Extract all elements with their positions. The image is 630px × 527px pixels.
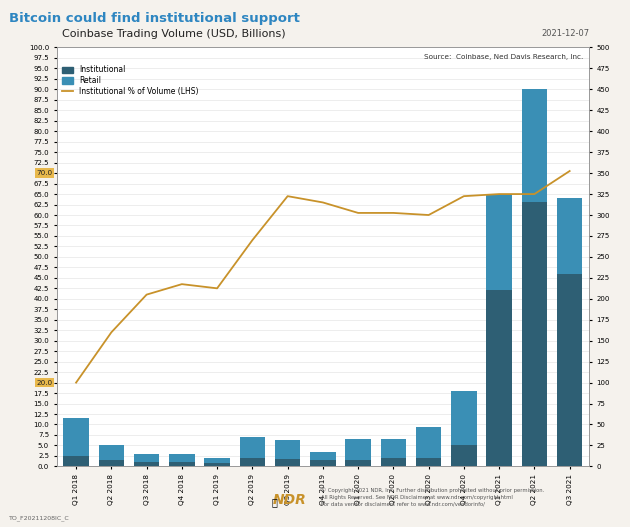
Bar (239, 458, 265, 466)
Bar (310, 452, 336, 460)
Bar (99, 445, 124, 460)
Bar (451, 391, 476, 445)
Bar (522, 89, 547, 202)
Text: Bitcoin could find institutional support: Bitcoin could find institutional support (9, 12, 301, 25)
Text: 2021-12-07: 2021-12-07 (541, 28, 589, 37)
Text: Coinbase Trading Volume (USD, Billions): Coinbase Trading Volume (USD, Billions) (62, 28, 285, 38)
Text: NDR: NDR (273, 493, 307, 507)
Bar (204, 463, 230, 466)
Bar (134, 462, 159, 466)
Bar (169, 454, 195, 462)
Bar (557, 274, 582, 466)
Bar (239, 437, 265, 458)
Text: 70.0: 70.0 (37, 170, 52, 176)
Bar (275, 459, 301, 466)
Text: © Copyright 2021 NDR, Inc. Further distribution prohibited without prior permiss: © Copyright 2021 NDR, Inc. Further distr… (321, 487, 544, 507)
Bar (557, 198, 582, 274)
Bar (381, 458, 406, 466)
Bar (64, 418, 89, 456)
Bar (64, 456, 89, 466)
Bar (451, 445, 476, 466)
Text: 20.0: 20.0 (37, 379, 52, 386)
Bar (416, 458, 442, 466)
Bar (310, 460, 336, 466)
Text: 🦅: 🦅 (271, 497, 277, 507)
Bar (134, 454, 159, 462)
Bar (204, 458, 230, 463)
Bar (522, 202, 547, 466)
Text: Source:  Coinbase, Ned Davis Research, Inc.: Source: Coinbase, Ned Davis Research, In… (425, 54, 584, 60)
Legend: Institutional, Retail, Institutional % of Volume (LHS): Institutional, Retail, Institutional % o… (60, 64, 200, 97)
Bar (381, 439, 406, 458)
Bar (345, 439, 371, 460)
Bar (169, 462, 195, 466)
Bar (99, 460, 124, 466)
Bar (345, 460, 371, 466)
Bar (486, 290, 512, 466)
Bar (275, 440, 301, 459)
Bar (486, 194, 512, 290)
Text: TO_F20211208IC_C: TO_F20211208IC_C (9, 515, 70, 521)
Bar (416, 426, 442, 458)
